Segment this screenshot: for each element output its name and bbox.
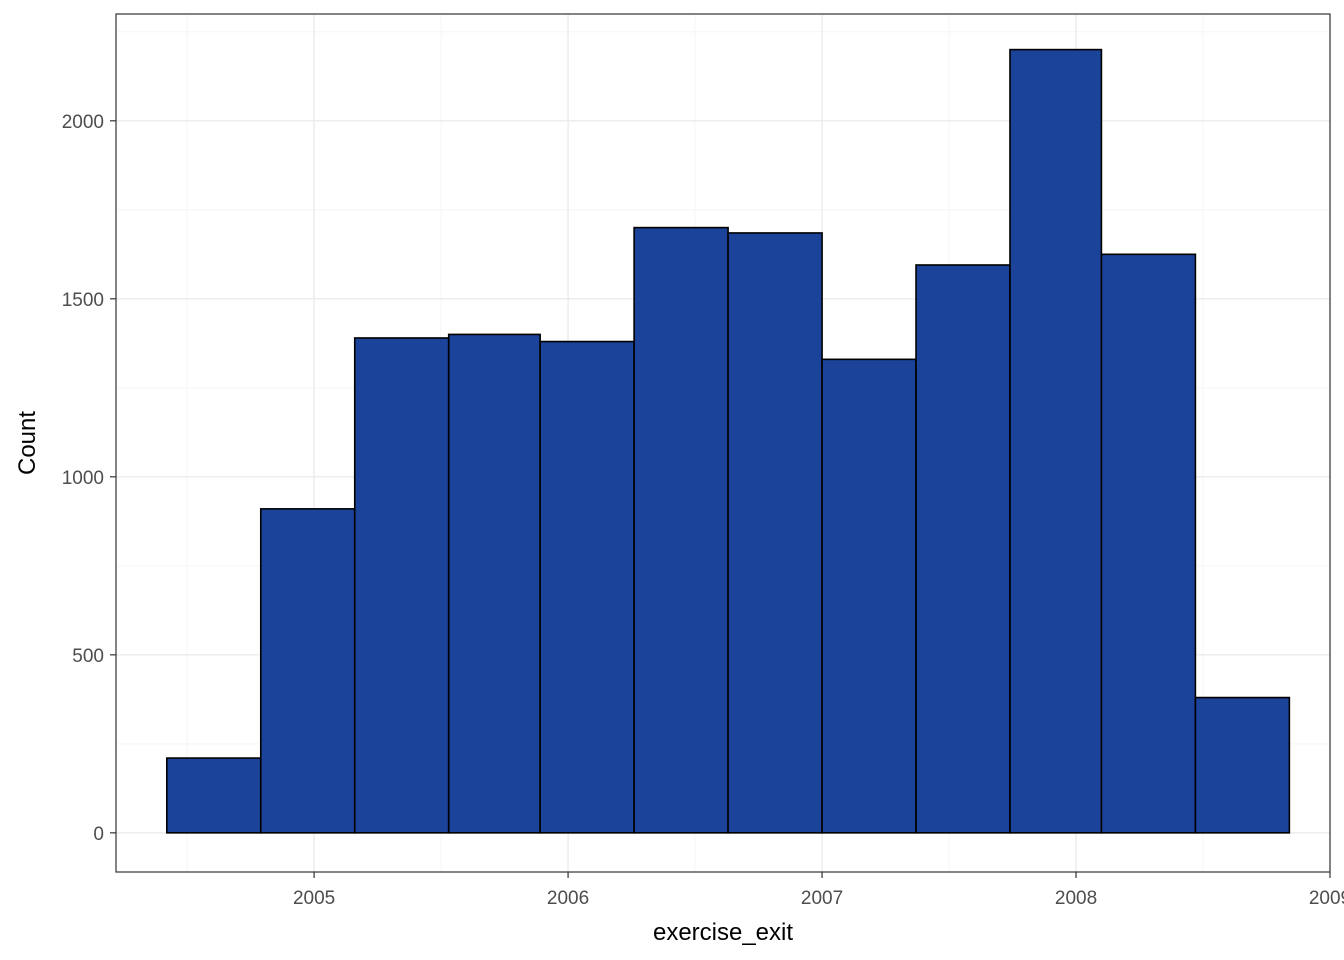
histogram-bar <box>447 333 541 834</box>
histogram-bar <box>353 337 450 834</box>
y-tick-label: 1000 <box>62 468 104 489</box>
y-tick-label: 2000 <box>62 112 104 133</box>
x-tick-label: 2009 <box>1309 888 1344 909</box>
histogram-bar <box>539 340 635 834</box>
histogram-bar <box>821 358 917 834</box>
histogram-bar <box>915 264 1011 834</box>
plot-panel-border <box>115 13 1331 873</box>
histogram-bars <box>165 48 1291 834</box>
histogram-bar <box>1194 696 1291 834</box>
x-tick-label: 2008 <box>1055 888 1097 909</box>
y-axis-title: Count <box>14 411 41 475</box>
y-tick-label: 1500 <box>62 290 104 311</box>
x-tick-label: 2006 <box>547 888 589 909</box>
histogram-bar <box>633 226 729 834</box>
histogram-bar <box>165 757 262 834</box>
histogram-bar <box>259 508 356 834</box>
y-tick-label: 0 <box>93 824 104 845</box>
x-tick-label: 2007 <box>801 888 843 909</box>
y-axis-ticks: 0 500 1000 1500 2000 <box>62 112 116 845</box>
histogram-bar <box>727 232 823 834</box>
x-axis-ticks: 2005 2006 2007 2008 2009 <box>293 872 1344 909</box>
y-tick-label: 500 <box>72 646 104 667</box>
x-tick-label: 2005 <box>293 888 335 909</box>
histogram-bar <box>1100 253 1197 834</box>
x-axis-title: exercise_exit <box>653 919 793 946</box>
histogram-bar <box>1009 48 1103 834</box>
